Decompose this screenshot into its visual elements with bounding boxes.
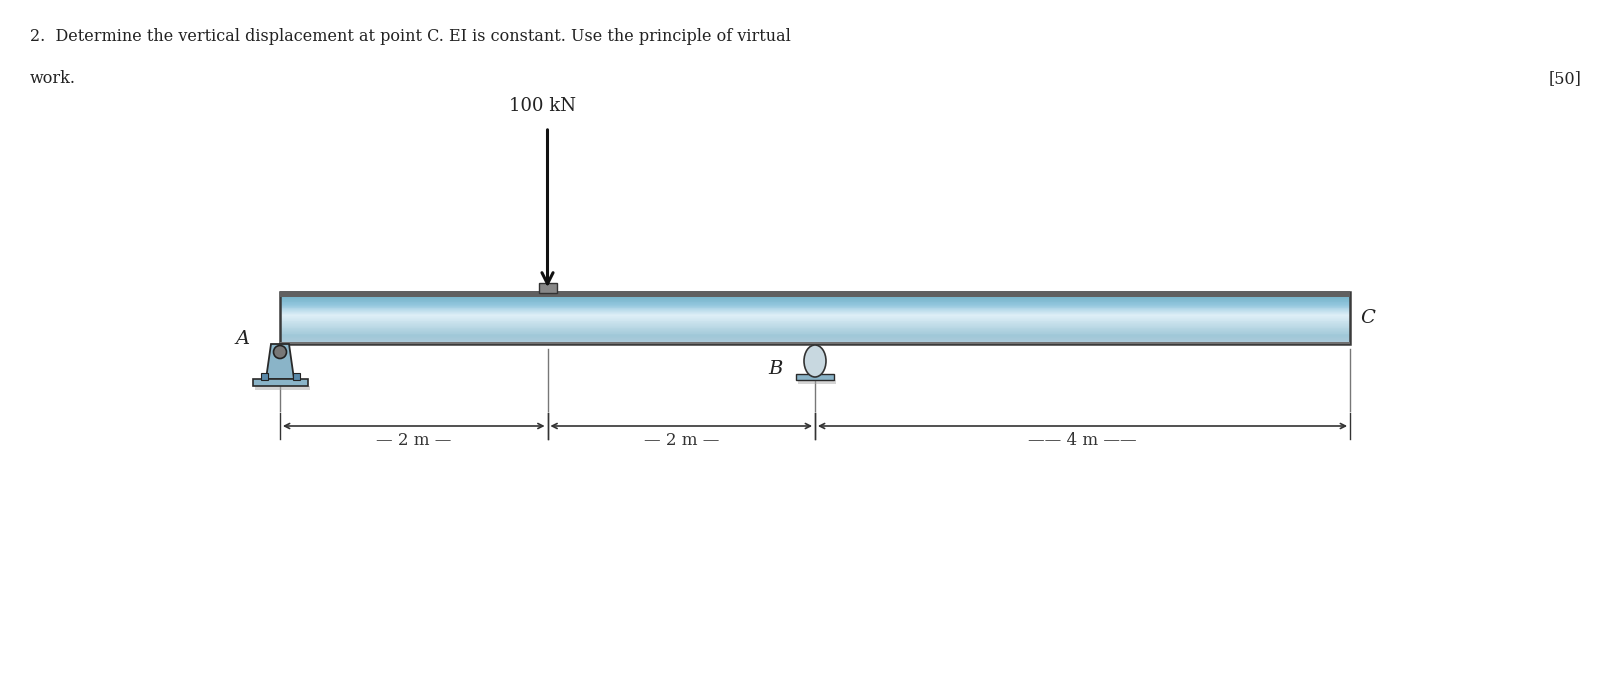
Bar — [281, 329, 1351, 330]
Bar — [281, 326, 1351, 328]
Bar — [281, 343, 1351, 344]
Bar — [281, 325, 1351, 326]
Bar — [281, 305, 1351, 306]
Bar — [281, 293, 1351, 295]
Bar — [281, 292, 1351, 344]
Bar — [281, 324, 1351, 325]
Bar — [281, 337, 1351, 338]
Bar — [260, 373, 268, 380]
Text: 100 kN: 100 kN — [508, 97, 576, 115]
Bar — [281, 318, 1351, 319]
Text: [50]: [50] — [1549, 70, 1582, 87]
Bar — [281, 335, 1351, 336]
Bar — [281, 330, 1351, 331]
Bar — [796, 374, 834, 380]
Bar — [281, 299, 1351, 301]
Bar — [281, 334, 1351, 335]
Bar — [281, 297, 1351, 298]
Bar — [281, 302, 1351, 304]
Text: — 2 m —: — 2 m — — [375, 432, 451, 449]
Bar — [281, 319, 1351, 320]
Bar — [281, 323, 1351, 324]
Text: C: C — [1360, 309, 1375, 327]
Circle shape — [274, 345, 287, 359]
Bar — [281, 304, 1351, 305]
Bar — [281, 301, 1351, 302]
Bar — [281, 312, 1351, 313]
Bar — [281, 341, 1351, 343]
Text: work.: work. — [30, 70, 75, 87]
Bar — [292, 373, 300, 380]
Bar — [281, 313, 1351, 314]
Bar — [281, 307, 1351, 308]
Text: A: A — [236, 330, 250, 348]
Bar — [252, 379, 308, 386]
Bar — [799, 380, 836, 384]
Text: 2.  Determine the vertical displacement at point C. EI is constant. Use the prin: 2. Determine the vertical displacement a… — [30, 28, 791, 45]
Bar — [281, 314, 1351, 316]
Bar — [281, 331, 1351, 332]
Text: — 2 m —: — 2 m — — [643, 432, 719, 449]
Bar — [281, 322, 1351, 323]
Bar — [281, 338, 1351, 339]
Bar — [255, 386, 310, 390]
Bar — [281, 310, 1351, 311]
Bar — [281, 296, 1351, 297]
Text: —— 4 m ——: —— 4 m —— — [1028, 432, 1137, 449]
Bar — [281, 332, 1351, 334]
Bar — [281, 311, 1351, 312]
Bar — [281, 298, 1351, 299]
Polygon shape — [266, 344, 294, 379]
Bar — [281, 308, 1351, 310]
Ellipse shape — [804, 345, 826, 377]
Bar — [281, 317, 1351, 318]
Text: B: B — [768, 360, 783, 378]
Bar — [281, 295, 1351, 296]
Bar — [281, 292, 1351, 293]
Bar — [281, 306, 1351, 307]
Bar — [281, 336, 1351, 337]
Bar — [281, 316, 1351, 317]
Bar — [281, 320, 1351, 322]
Bar — [281, 339, 1351, 340]
Bar — [281, 291, 1351, 297]
Bar — [281, 341, 1351, 344]
Bar — [281, 340, 1351, 341]
Bar — [281, 328, 1351, 329]
Bar — [539, 283, 557, 293]
